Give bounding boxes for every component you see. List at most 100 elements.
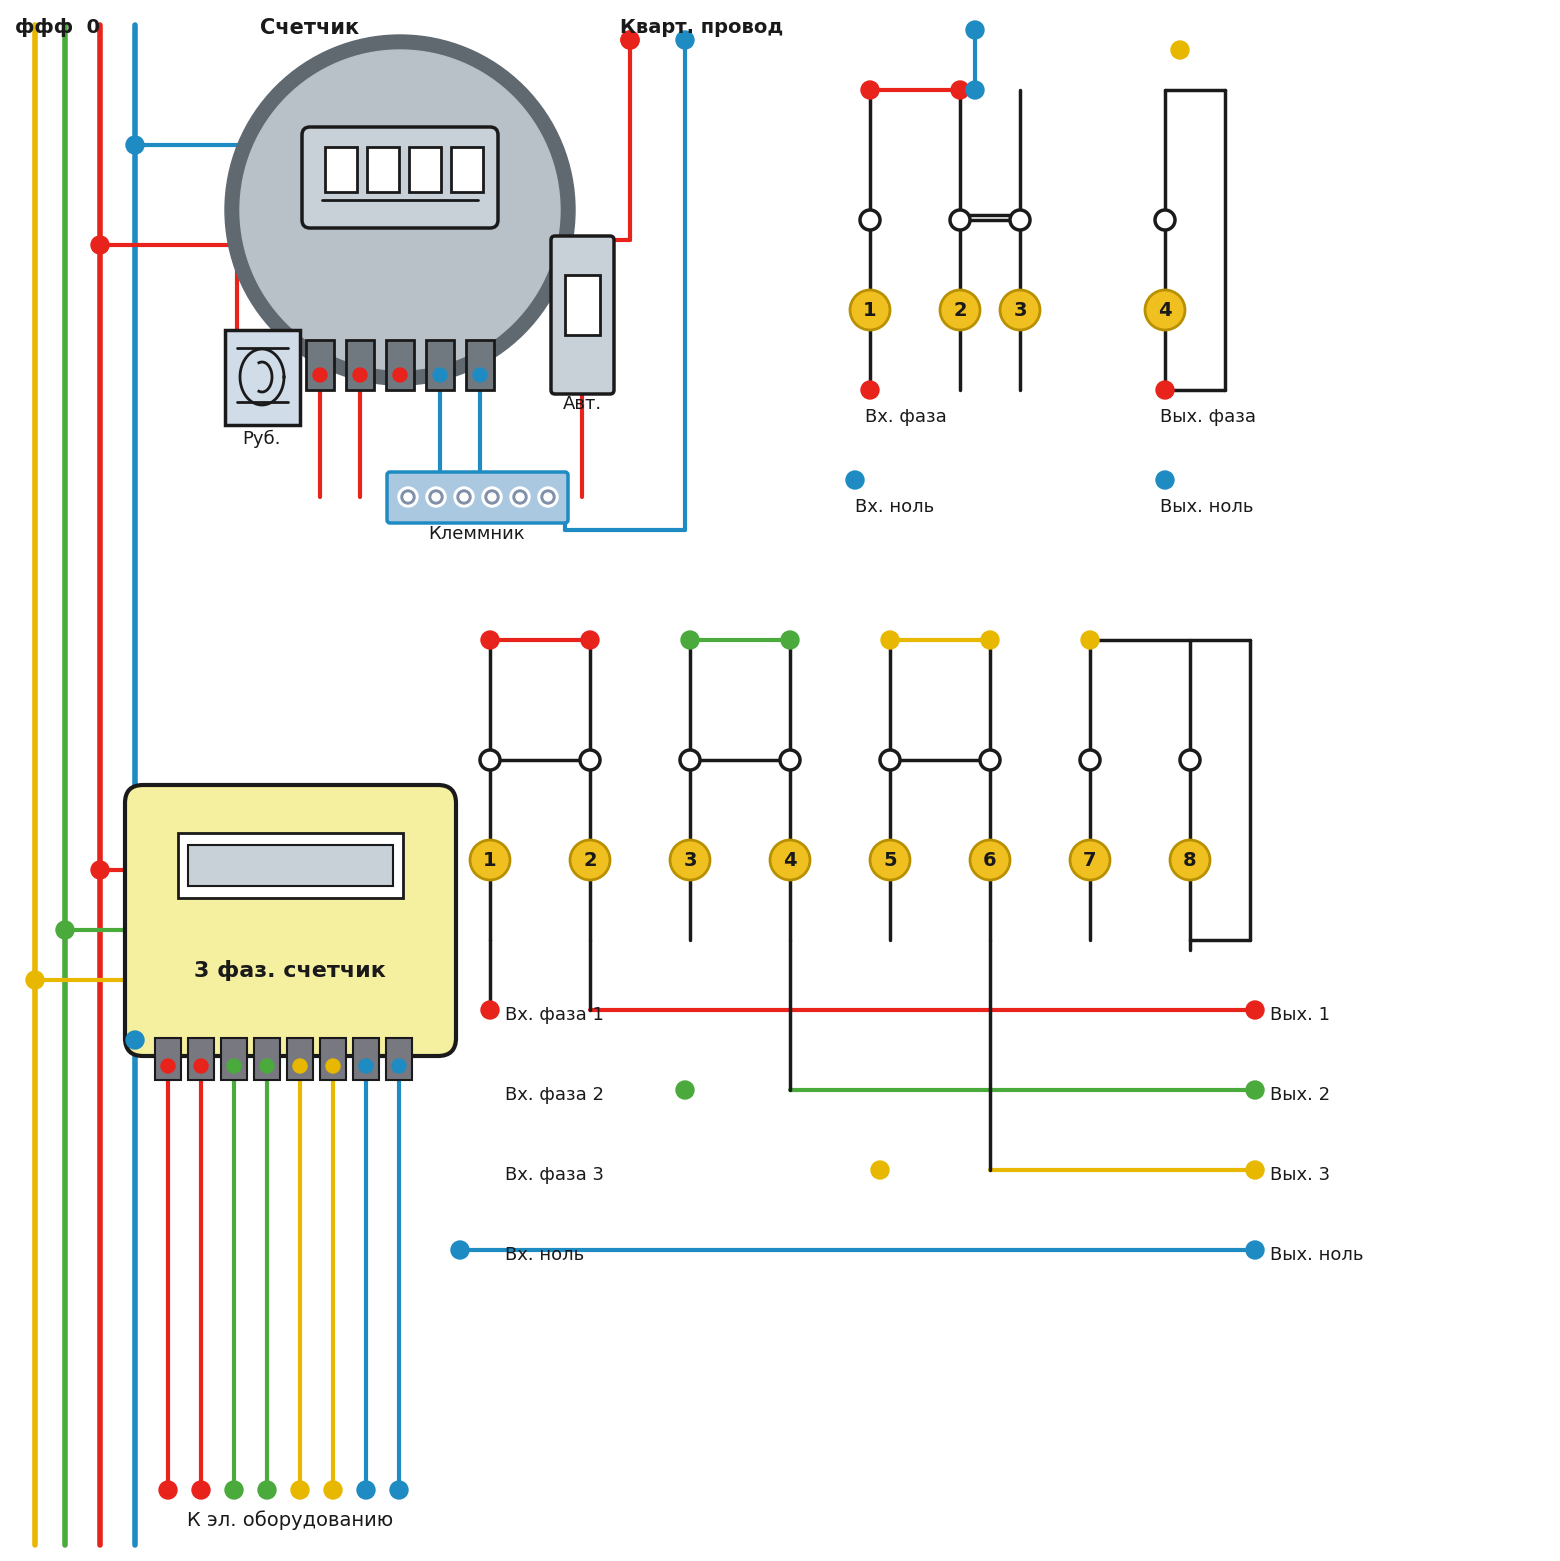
Circle shape — [675, 31, 694, 48]
Text: 4: 4 — [1158, 301, 1172, 320]
Circle shape — [432, 493, 440, 501]
Circle shape — [870, 840, 909, 880]
Circle shape — [861, 81, 878, 98]
Circle shape — [240, 50, 560, 370]
Text: 1: 1 — [484, 851, 496, 869]
Bar — [367, 147, 399, 192]
Circle shape — [952, 81, 969, 98]
Circle shape — [682, 631, 699, 649]
Text: 2: 2 — [953, 301, 967, 320]
Circle shape — [192, 1481, 211, 1499]
Circle shape — [404, 493, 412, 501]
Text: Вых. ноль: Вых. ноль — [1161, 498, 1254, 517]
Bar — [324, 147, 357, 192]
FancyBboxPatch shape — [303, 126, 498, 228]
Bar — [385, 1038, 412, 1080]
Circle shape — [1156, 471, 1175, 489]
Circle shape — [429, 490, 443, 504]
Circle shape — [292, 1481, 309, 1499]
Text: ффф  0: ффф 0 — [16, 19, 100, 37]
Circle shape — [390, 1481, 409, 1499]
Circle shape — [675, 1082, 694, 1099]
Circle shape — [1154, 211, 1175, 229]
Text: Авт.: Авт. — [563, 395, 602, 414]
Bar — [222, 1038, 246, 1080]
Circle shape — [480, 631, 499, 649]
Circle shape — [1081, 631, 1098, 649]
Circle shape — [980, 749, 1000, 770]
Circle shape — [451, 1241, 470, 1260]
Text: Кварт. провод: Кварт. провод — [619, 19, 783, 37]
Circle shape — [510, 487, 530, 507]
Circle shape — [261, 1058, 275, 1072]
Text: Вх. фаза 1: Вх. фаза 1 — [505, 1005, 604, 1024]
Circle shape — [326, 1058, 340, 1072]
Text: Вх. фаза 2: Вх. фаза 2 — [505, 1086, 604, 1104]
Circle shape — [870, 1161, 889, 1179]
Circle shape — [293, 1058, 307, 1072]
Circle shape — [966, 20, 984, 39]
Text: Вых. 3: Вых. 3 — [1270, 1166, 1331, 1183]
Circle shape — [470, 840, 510, 880]
Circle shape — [225, 1481, 243, 1499]
Circle shape — [580, 631, 599, 649]
Circle shape — [860, 211, 880, 229]
Bar — [346, 340, 374, 390]
Circle shape — [393, 368, 407, 382]
Circle shape — [680, 749, 700, 770]
Circle shape — [881, 631, 899, 649]
Circle shape — [541, 490, 555, 504]
Circle shape — [970, 840, 1009, 880]
Text: 3: 3 — [1014, 301, 1026, 320]
Circle shape — [460, 493, 468, 501]
Text: 3: 3 — [683, 851, 697, 869]
Bar — [385, 340, 413, 390]
Bar — [178, 834, 402, 898]
Text: Вх. фаза 3: Вх. фаза 3 — [505, 1166, 604, 1183]
Circle shape — [485, 490, 499, 504]
Circle shape — [1246, 1161, 1264, 1179]
Circle shape — [580, 749, 601, 770]
Circle shape — [126, 136, 144, 155]
Text: К эл. оборудованию: К эл. оборудованию — [187, 1509, 393, 1530]
Circle shape — [257, 1481, 276, 1499]
Circle shape — [401, 490, 415, 504]
Circle shape — [357, 1481, 374, 1499]
Circle shape — [941, 290, 980, 329]
Text: Вх. ноль: Вх. ноль — [505, 1246, 585, 1264]
Circle shape — [454, 487, 474, 507]
Circle shape — [426, 487, 446, 507]
Circle shape — [880, 749, 900, 770]
Bar — [565, 275, 601, 336]
Text: Вых. 1: Вых. 1 — [1270, 1005, 1331, 1024]
Circle shape — [27, 971, 44, 990]
Circle shape — [1009, 211, 1030, 229]
Circle shape — [621, 31, 640, 48]
Circle shape — [544, 493, 552, 501]
Text: Клеммник: Клеммник — [429, 524, 526, 543]
Circle shape — [161, 1058, 175, 1072]
FancyBboxPatch shape — [387, 471, 568, 523]
Circle shape — [482, 487, 502, 507]
Circle shape — [1000, 290, 1041, 329]
Text: 1: 1 — [863, 301, 877, 320]
Text: Счетчик: Счетчик — [261, 19, 359, 37]
Circle shape — [1246, 1082, 1264, 1099]
Text: 5: 5 — [883, 851, 897, 869]
Circle shape — [1070, 840, 1111, 880]
Bar — [353, 1038, 379, 1080]
Circle shape — [1156, 381, 1175, 400]
Circle shape — [1179, 749, 1200, 770]
Circle shape — [324, 1481, 342, 1499]
Text: Вх. фаза: Вх. фаза — [864, 407, 947, 426]
Circle shape — [225, 34, 576, 386]
Circle shape — [513, 490, 527, 504]
Circle shape — [488, 493, 496, 501]
Circle shape — [981, 631, 998, 649]
Circle shape — [314, 368, 328, 382]
Bar — [409, 147, 441, 192]
Bar — [154, 1038, 181, 1080]
Circle shape — [1145, 290, 1186, 329]
Text: Вых. ноль: Вых. ноль — [1270, 1246, 1363, 1264]
Circle shape — [90, 862, 109, 879]
